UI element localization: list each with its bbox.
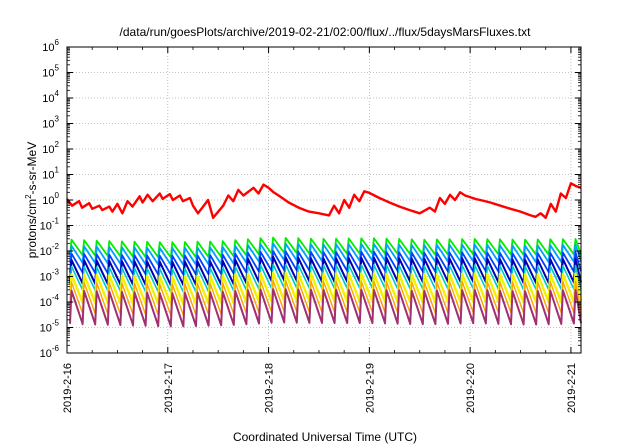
plot-frame (66, 46, 582, 354)
x-tick-label: 2019-2-17 (163, 363, 175, 413)
x-tick-label: 2019-2-19 (364, 363, 376, 413)
y-tick-label: 10-6 (40, 344, 60, 360)
series-line-8 (69, 288, 582, 328)
y-tick-label: 101 (42, 166, 59, 182)
y-tick-label: 105 (42, 64, 59, 80)
series-line-0 (66, 182, 582, 219)
x-tick-label: 2019-2-20 (465, 363, 477, 413)
series-layer (66, 182, 583, 328)
x-axis-label: Coordinated Universal Time (UTC) (233, 430, 417, 444)
axes: 10-6 10-5 10-4 10-3 10-2 10-1 100 101 102 103 104 1… (40, 38, 582, 413)
x-tick-label: 2019-2-18 (264, 363, 276, 413)
y-tick-label: 106 (42, 38, 59, 54)
y-tick-label: 10-2 (40, 242, 60, 258)
x-tick-label: 2019-2-16 (62, 363, 74, 413)
y-tick-label: 10-4 (40, 293, 60, 309)
y-tick-label: 100 (42, 191, 59, 207)
y-tick-label: 103 (42, 115, 59, 131)
y-axis-label: protons/cm2-s-sr-MeV (24, 142, 39, 258)
x-tick-label: 2019-2-21 (566, 363, 578, 413)
chart-title: /data/run/goesPlots/archive/2019-02-21/0… (120, 25, 532, 39)
y-tick-label: 104 (42, 89, 59, 105)
y-tick-label: 10-5 (40, 319, 60, 335)
y-tick-label: 10-1 (40, 217, 60, 233)
y-tick-label: 102 (42, 140, 59, 156)
y-tick-label: 10-3 (40, 268, 60, 284)
